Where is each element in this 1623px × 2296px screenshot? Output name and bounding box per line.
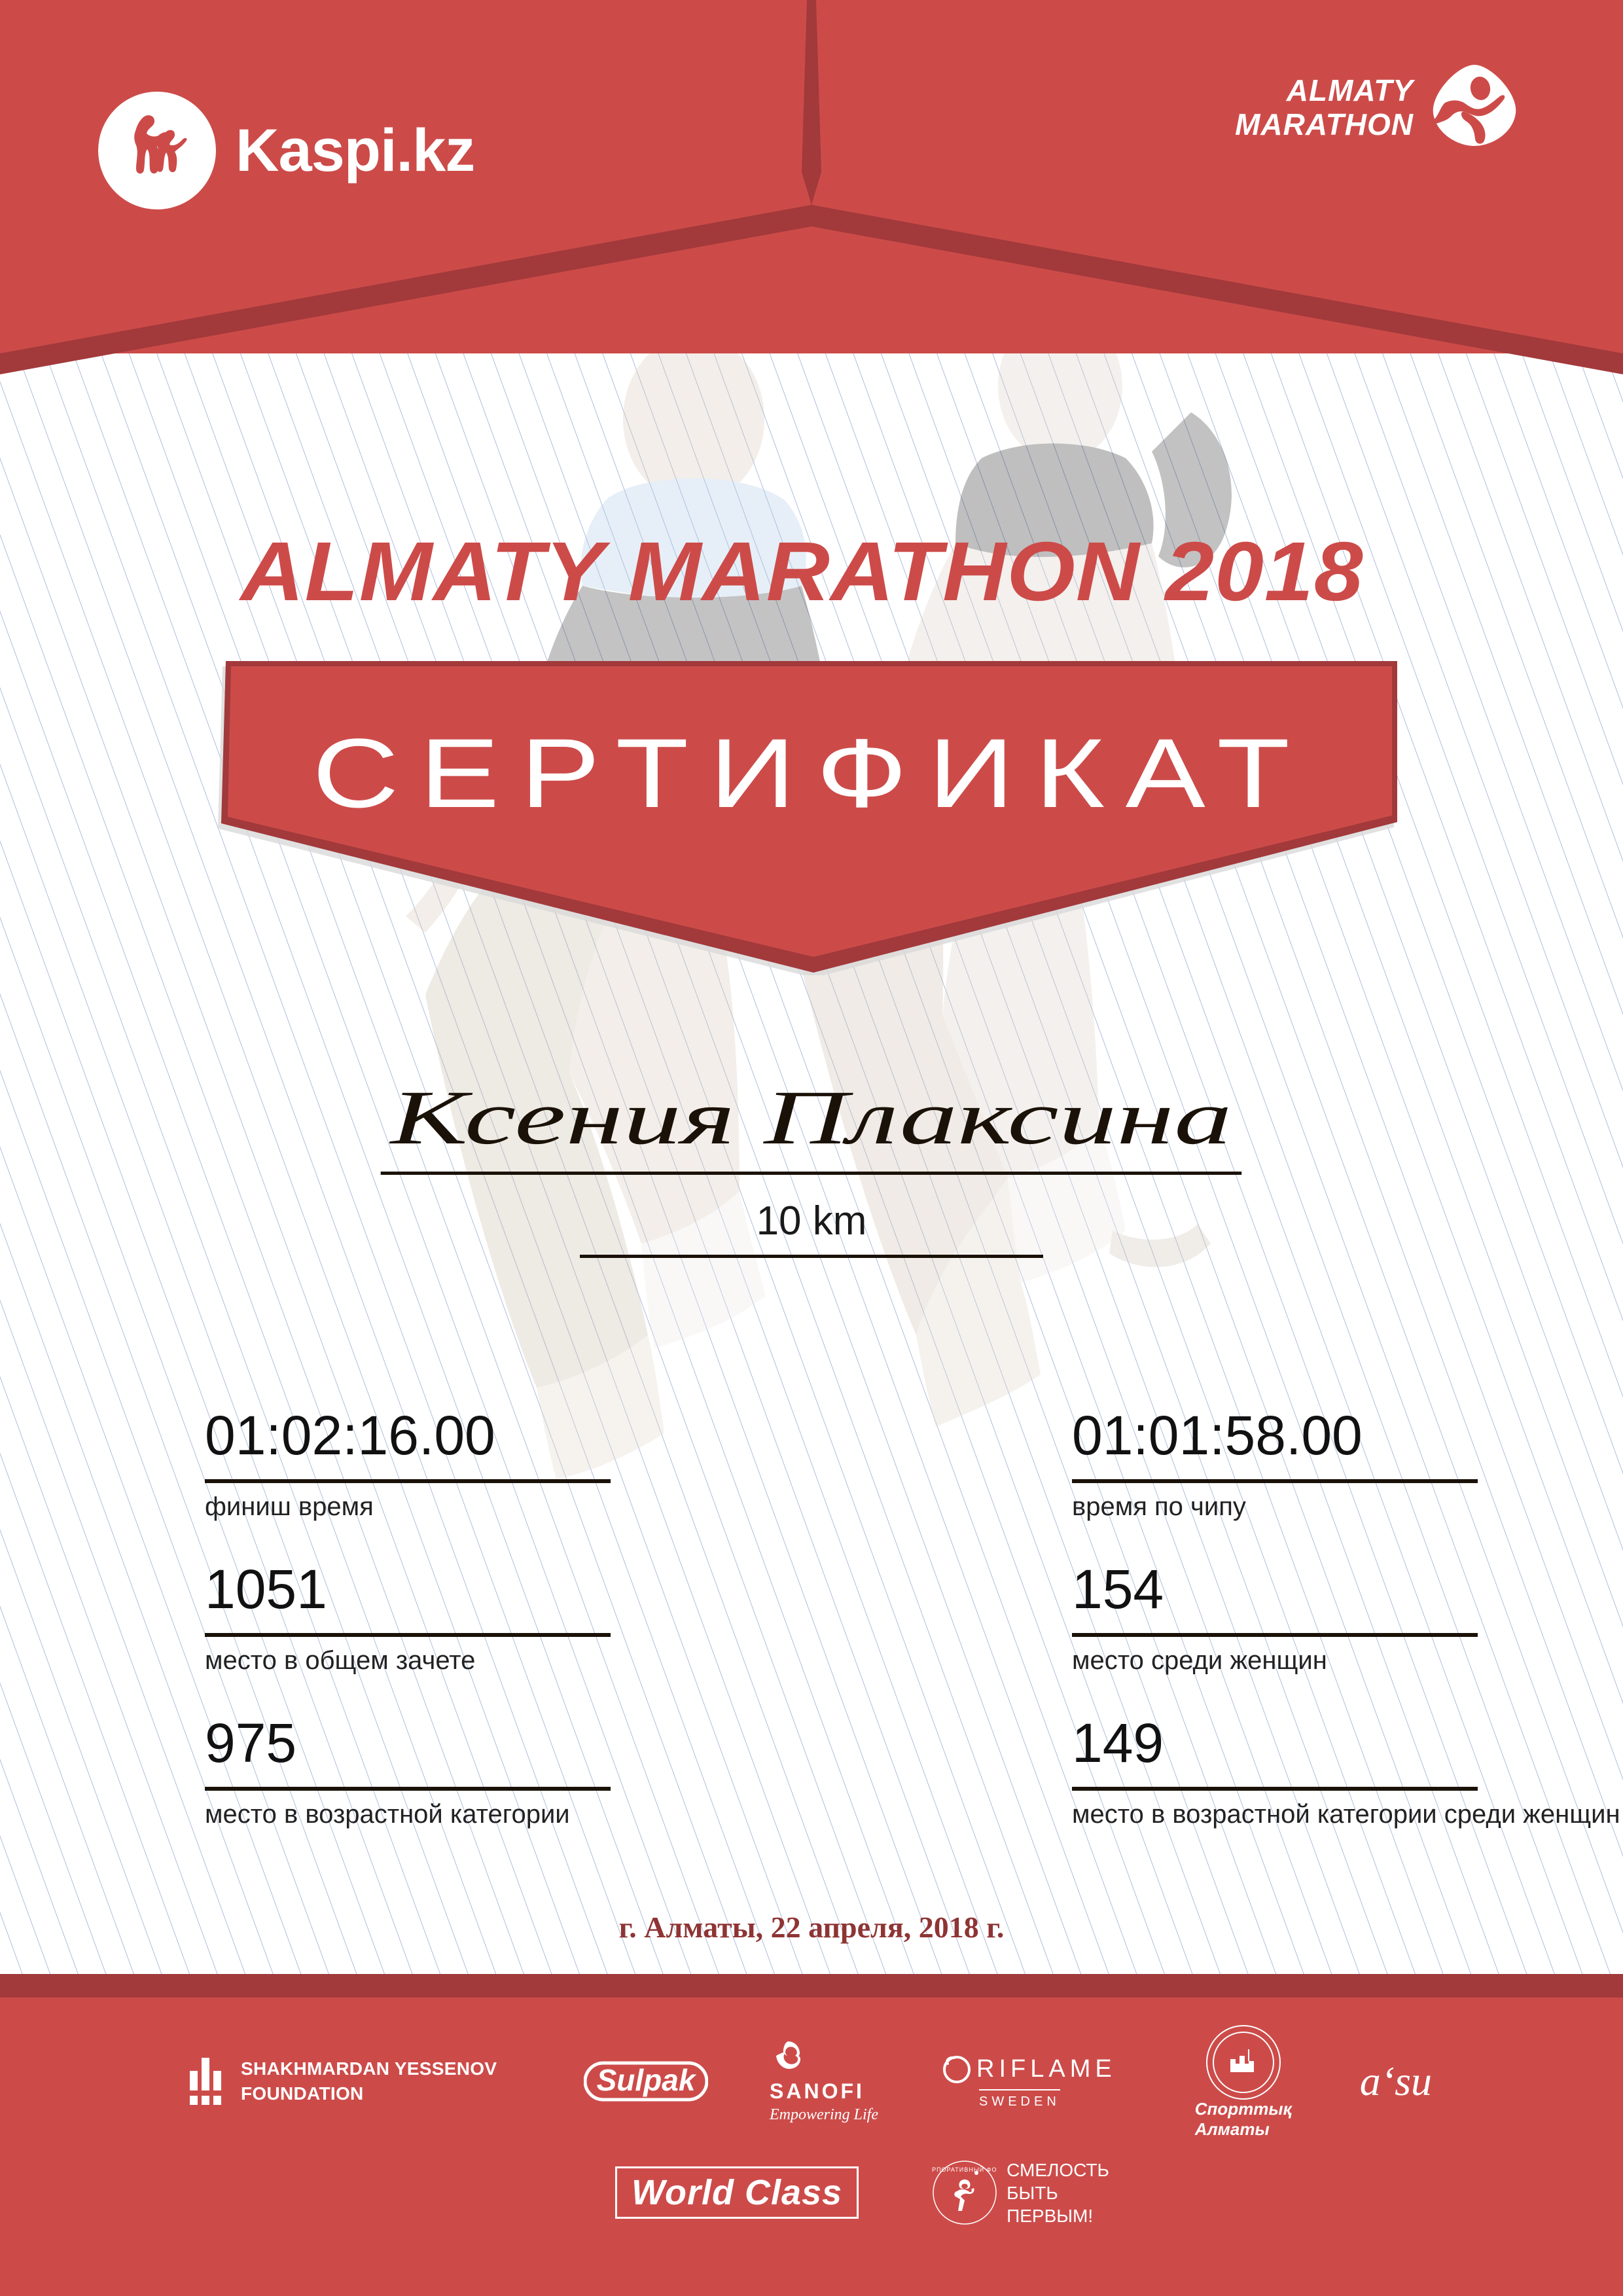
svg-text:КОРПОРАТИВНЫЙ ФОНД: КОРПОРАТИВНЫЙ ФОНД xyxy=(932,2166,997,2173)
svg-text:Sulpak: Sulpak xyxy=(597,2063,697,2097)
